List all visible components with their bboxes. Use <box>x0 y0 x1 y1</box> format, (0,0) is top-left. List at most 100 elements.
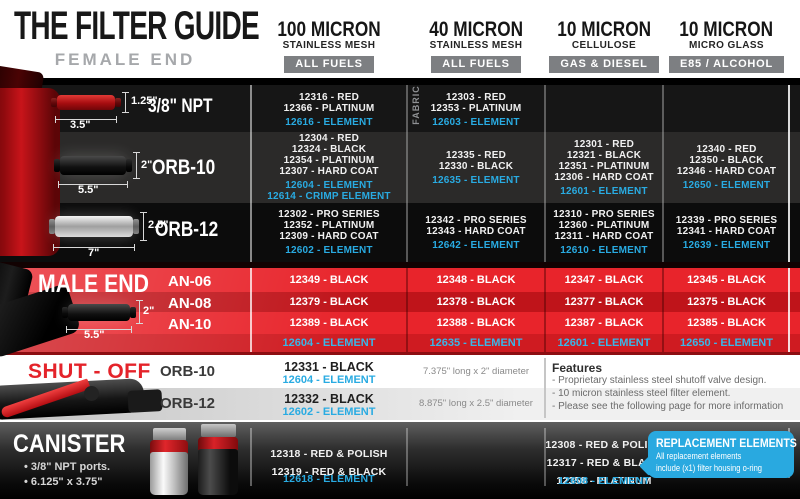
dimension-label: 3.5" <box>70 119 91 131</box>
dimension-line <box>66 326 132 333</box>
element-number: 12635 - ELEMENT <box>429 337 523 349</box>
stripe <box>0 334 800 352</box>
male-end-heading: MALE END <box>38 270 149 298</box>
row-label-npt: 3/8" NPT <box>148 96 213 117</box>
element-number: 12601 - ELEMENT <box>557 337 651 349</box>
row-label-an08: AN-08 <box>168 295 212 312</box>
micron-label: 40 MICRON <box>429 18 523 41</box>
column-divider <box>406 268 408 352</box>
column-divider <box>250 428 252 486</box>
part-number: 12321 - BLACK <box>566 149 642 161</box>
element-number: 12604 - ELEMENT <box>282 374 376 386</box>
part-number: 12309 - HARD COAT <box>279 231 379 242</box>
dimension-label: 2.5" <box>148 219 169 231</box>
column-divider <box>544 268 546 352</box>
element-number: 12639 - ELEMENT <box>682 239 771 251</box>
cell-orb10-10micron-cellulose: 12301 - RED 12321 - BLACK 12351 - PLATIN… <box>545 132 663 203</box>
canister-black-photo <box>198 449 238 495</box>
dimension-label: 5.5" <box>78 184 99 196</box>
element-number: 12604 - ELEMENT <box>285 180 373 191</box>
element-number: 12635 - ELEMENT <box>432 174 520 186</box>
part-number: 12347 - BLACK <box>564 274 644 286</box>
stripe <box>0 292 800 312</box>
element-number: 12616 - ELEMENT <box>285 117 373 128</box>
part-number: 12342 - PRO SERIES <box>425 214 527 226</box>
column-divider <box>544 358 546 418</box>
fuel-badge: ALL FUELS <box>431 56 521 73</box>
part-number: 12308 - RED & POLISH <box>545 439 663 451</box>
dimension-label: 1.25" <box>131 95 158 107</box>
column-header-100-micron: 100 MICRON STAINLESS MESH ALL FUELS <box>251 18 407 73</box>
part-number: 12351 - PLATINUM <box>558 160 650 172</box>
cell-orb10-10micron-microglass: 12340 - RED 12350 - BLACK 12346 - HARD C… <box>663 132 790 203</box>
shutoff-valve-photo <box>84 386 99 401</box>
cell-orb12-40micron: 12342 - PRO SERIES 12343 - HARD COAT 126… <box>407 203 545 262</box>
dimension-label: 5.5" <box>84 329 105 341</box>
element-number: 12650 - ELEMENT <box>682 180 771 191</box>
part-number: 12302 - PRO SERIES <box>278 209 380 220</box>
canister-polished-photo <box>150 452 188 495</box>
column-divider <box>788 85 790 262</box>
size-note: 7.375" long x 2" diameter <box>422 366 530 377</box>
part-number: 12354 - PLATINUM <box>283 155 375 166</box>
part-number: 12343 - HARD COAT <box>426 225 526 237</box>
row-npt: 1.25" 3.5" 3/8" NPT 12316 - RED 12366 - … <box>0 85 800 132</box>
stripe <box>0 352 800 355</box>
part-number: 12387 - BLACK <box>564 317 644 329</box>
fuel-badge: ALL FUELS <box>284 56 374 73</box>
filter-photo-platinum <box>55 216 133 237</box>
shutoff-valve-photo <box>127 389 163 413</box>
cell-npt-40micron: 12303 - RED 12353 - PLATINUM 12603 - ELE… <box>407 85 545 132</box>
dimension-line <box>55 116 117 123</box>
part-number: 12332 - BLACK <box>284 392 374 406</box>
micron-label: 100 MICRON <box>277 18 381 41</box>
filter-photo-black <box>60 156 126 175</box>
size-note: 8.875" long x 2.5" diameter <box>419 398 533 409</box>
column-divider <box>250 268 252 352</box>
stripe <box>0 312 800 334</box>
column-divider <box>788 268 790 352</box>
canister-section: CANISTER • 3/8" NPT ports. • 6.125" x 3.… <box>0 422 800 499</box>
part-number: 12335 - RED <box>445 149 506 161</box>
column-divider <box>250 85 252 262</box>
row-label-an06: AN-06 <box>168 273 212 290</box>
cell-npt-100micron: 12316 - RED 12366 - PLATINUM 12616 - ELE… <box>251 85 407 132</box>
cell-orb10-40micron: 12335 - RED 12330 - BLACK 12635 - ELEMEN… <box>407 132 545 203</box>
dimension-label: 7" <box>88 247 100 259</box>
features-title: Features <box>552 361 603 375</box>
header: THE FILTER GUIDE FEMALE END 100 MICRON S… <box>0 0 800 78</box>
canister-black-photo <box>198 437 238 450</box>
micron-label: 10 MICRON <box>679 18 774 41</box>
column-divider <box>544 85 546 262</box>
dimension-label: 2" <box>141 159 153 171</box>
column-divider <box>406 85 408 262</box>
cell-orb10-100micron: 12304 - RED 12324 - BLACK 12354 - PLATIN… <box>251 132 407 203</box>
part-number: 12304 - RED <box>298 133 359 144</box>
stripe <box>0 268 800 292</box>
female-end-heading: FEMALE END <box>54 50 196 69</box>
callout-body: All replacement elements <box>656 451 742 462</box>
element-number: 12602 - ELEMENT <box>285 245 373 256</box>
part-number: 12303 - RED <box>445 92 506 103</box>
part-number: 12310 - PRO SERIES <box>553 209 655 220</box>
part-number: 12324 - BLACK <box>291 144 367 155</box>
dimension-line <box>122 92 129 113</box>
part-number: 12358 - PLATINUM <box>556 475 652 487</box>
element-number: 12603 - ELEMENT <box>432 117 520 128</box>
feature-item: - Proprietary stainless steel shutoff va… <box>552 375 767 386</box>
micron-label: 10 MICRON <box>557 18 651 41</box>
dimension-line <box>136 300 143 324</box>
part-number: 12389 - BLACK <box>289 317 369 329</box>
male-end-section: MALE END AN-06 AN-08 AN-10 2" 5.5" 12349… <box>0 262 800 355</box>
replacement-elements-callout: REPLACEMENT ELEMENTS All replacement ele… <box>648 431 797 478</box>
part-number: 12379 - BLACK <box>289 296 369 308</box>
part-number: 12375 - BLACK <box>687 296 766 308</box>
canister-polished-photo <box>150 440 188 453</box>
cell-canister-100micron: 12318 - RED & POLISH 12319 - RED & BLACK <box>251 444 407 480</box>
part-number: 12318 - RED & POLISH <box>270 448 388 460</box>
part-number: 12360 - PLATINUM <box>558 220 650 231</box>
media-label: CELLULOSE <box>571 40 637 51</box>
cell-canister-10micron-cellulose: 12308 - RED & POLISH 12317 - RED & BLACK… <box>545 435 663 489</box>
part-number: 12377 - BLACK <box>564 296 644 308</box>
